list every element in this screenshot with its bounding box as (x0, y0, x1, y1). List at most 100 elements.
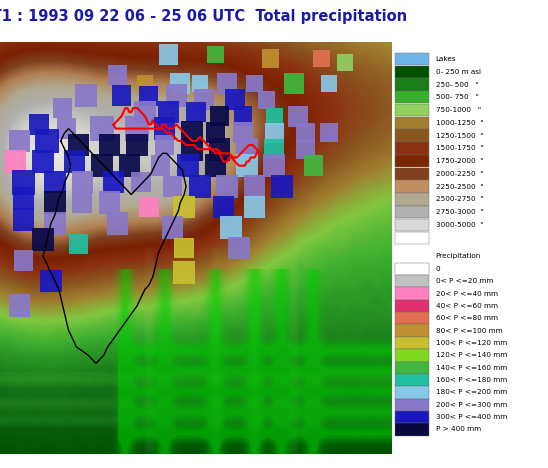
Bar (288, 106, 307, 126)
Bar (68, 234, 88, 254)
Bar (209, 138, 230, 161)
Bar (395, 219, 429, 231)
Bar (64, 150, 85, 173)
Bar (233, 123, 253, 143)
Bar (162, 216, 183, 239)
Bar (207, 46, 224, 63)
Bar (140, 86, 158, 106)
Bar (44, 171, 66, 193)
Bar (91, 154, 113, 177)
Bar (210, 106, 229, 126)
Bar (395, 206, 429, 219)
Bar (13, 187, 35, 210)
Text: 2500-2750  ": 2500-2750 " (436, 197, 483, 203)
Bar (236, 138, 258, 161)
Bar (158, 101, 179, 124)
Bar (192, 75, 208, 92)
Bar (53, 98, 72, 118)
Bar (284, 73, 304, 94)
Bar (132, 172, 151, 192)
Bar (304, 155, 323, 176)
Bar (9, 130, 30, 152)
Bar (178, 154, 199, 177)
Bar (265, 123, 284, 143)
Text: 80< P <=100 mm: 80< P <=100 mm (436, 328, 502, 334)
Text: 120< P <=140 mm: 120< P <=140 mm (436, 352, 507, 358)
Bar (395, 181, 429, 193)
Bar (395, 275, 429, 287)
Bar (44, 212, 66, 234)
Text: 140< P <=160 mm: 140< P <=160 mm (436, 365, 507, 371)
Bar (72, 192, 92, 213)
Bar (395, 53, 429, 65)
Bar (395, 168, 429, 180)
Text: 2750-3000  ": 2750-3000 " (436, 209, 483, 215)
Bar (44, 191, 66, 214)
Bar (181, 138, 203, 161)
Bar (76, 84, 97, 107)
Text: 2000-2250  ": 2000-2250 " (436, 171, 483, 177)
Bar (296, 123, 315, 143)
Bar (395, 361, 429, 374)
Bar (244, 196, 265, 218)
Bar (163, 176, 182, 197)
Text: 0- 250 m asl: 0- 250 m asl (436, 69, 481, 75)
Bar (125, 116, 149, 141)
Text: 40< P <=60 mm: 40< P <=60 mm (436, 303, 498, 309)
Bar (139, 197, 159, 217)
Bar (213, 196, 234, 218)
Bar (40, 270, 62, 292)
Text: Lakes: Lakes (436, 56, 456, 62)
Bar (173, 262, 195, 284)
Bar (218, 73, 237, 94)
Bar (189, 175, 210, 197)
Bar (321, 75, 338, 92)
Text: 200< P <=300 mm: 200< P <=300 mm (436, 402, 507, 408)
Bar (14, 250, 33, 271)
Bar (395, 287, 429, 300)
Text: 2250-2500  ": 2250-2500 " (436, 183, 483, 190)
Text: 20< P <=40 mm: 20< P <=40 mm (436, 291, 498, 297)
Text: Precipitation: Precipitation (436, 254, 481, 259)
Bar (266, 108, 283, 125)
Bar (261, 49, 279, 68)
Bar (127, 134, 148, 156)
Bar (5, 150, 26, 173)
Bar (395, 193, 429, 205)
Bar (90, 116, 113, 141)
Text: P > 400 mm: P > 400 mm (436, 426, 481, 432)
Bar (154, 117, 175, 140)
Bar (395, 117, 429, 129)
Bar (233, 106, 252, 126)
Bar (395, 130, 429, 142)
Bar (336, 54, 353, 71)
Bar (205, 154, 226, 177)
Bar (32, 228, 54, 251)
Bar (181, 121, 203, 144)
Bar (395, 104, 429, 116)
Bar (216, 175, 238, 197)
Bar (35, 129, 59, 154)
Bar (395, 349, 429, 361)
Bar (206, 123, 225, 143)
Text: 1250-1500  ": 1250-1500 " (436, 132, 483, 139)
Bar (174, 238, 194, 258)
Bar (173, 196, 195, 218)
Bar (32, 150, 54, 173)
Bar (30, 114, 49, 135)
Bar (220, 216, 242, 239)
Bar (258, 90, 275, 109)
Bar (165, 84, 187, 107)
Bar (395, 423, 429, 436)
Bar (228, 237, 250, 259)
Bar (395, 263, 429, 275)
Bar (395, 324, 429, 337)
Bar (395, 337, 429, 349)
Text: 160< P <=180 mm: 160< P <=180 mm (436, 377, 507, 383)
Bar (395, 91, 429, 103)
Bar (313, 50, 329, 67)
Bar (244, 175, 265, 197)
Bar (107, 212, 128, 234)
Text: 60< P <=80 mm: 60< P <=80 mm (436, 315, 498, 321)
Bar (186, 102, 206, 123)
